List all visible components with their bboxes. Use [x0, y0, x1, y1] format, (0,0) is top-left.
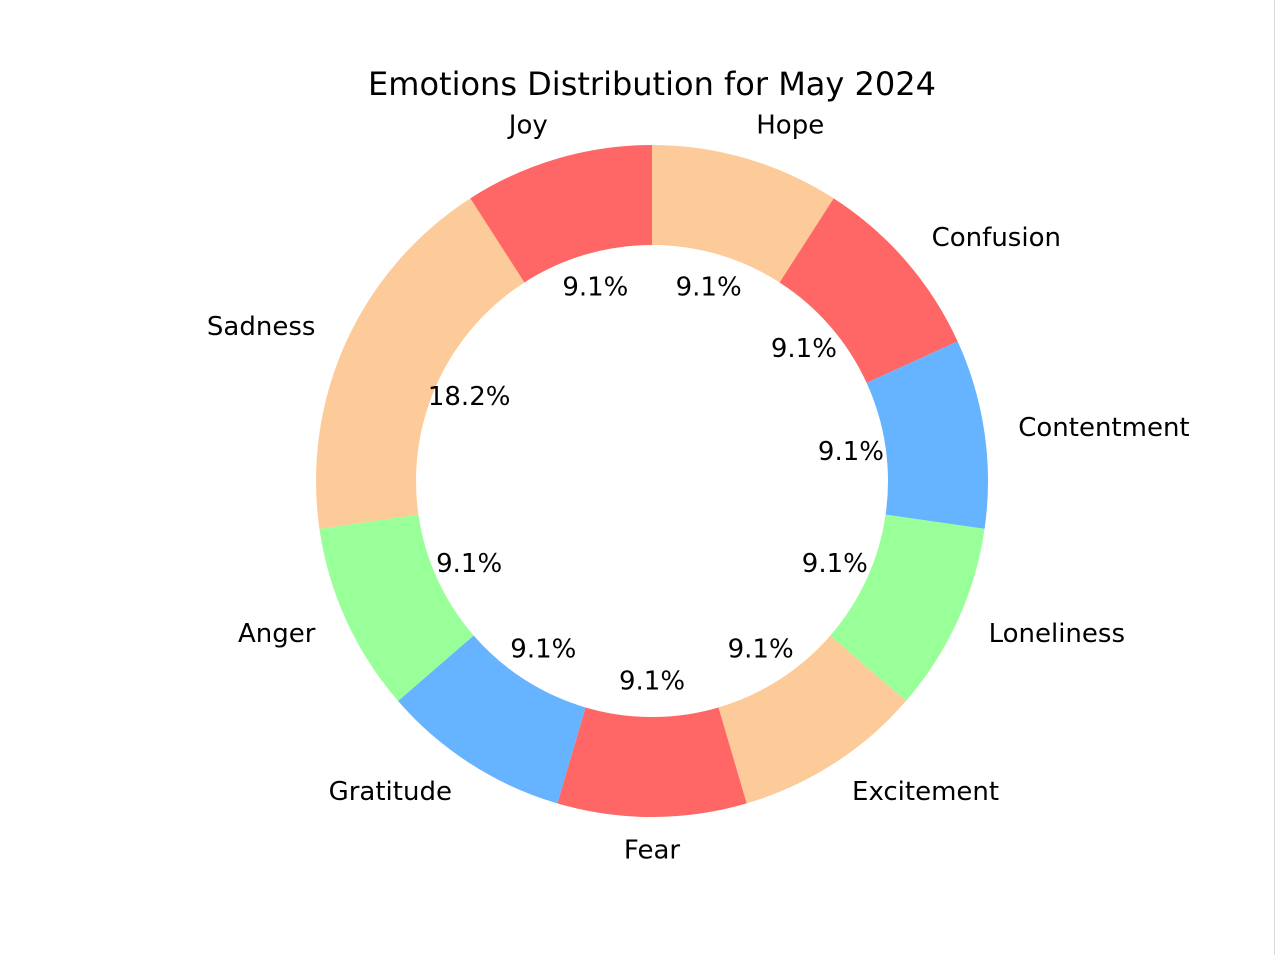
percent-label-contentment: 9.1%	[818, 437, 884, 467]
slice-fear	[557, 707, 747, 817]
percent-label-hope: 9.1%	[676, 273, 742, 303]
slice-label-contentment: Contentment	[1018, 413, 1189, 443]
slice-confusion	[779, 198, 958, 383]
slice-sadness	[316, 198, 525, 529]
chart-title: Emotions Distribution for May 2024	[368, 65, 936, 103]
slice-excitement	[718, 635, 906, 804]
slice-anger	[319, 514, 474, 702]
percent-label-joy: 9.1%	[562, 273, 628, 303]
percent-label-fear: 9.1%	[619, 667, 685, 697]
slice-loneliness	[830, 514, 985, 702]
edge-divider	[1274, 0, 1275, 955]
chart-labels: Hope 9.1% Confusion 9.1% Contentment 9.1% Lone…	[207, 110, 1190, 865]
slice-label-gratitude: Gratitude	[329, 777, 452, 807]
percent-label-loneliness: 9.1%	[802, 549, 868, 579]
slice-gratitude	[398, 635, 586, 804]
slice-label-fear: Fear	[624, 836, 680, 866]
slice-hope	[652, 145, 834, 283]
percent-label-sadness: 18.2%	[428, 382, 511, 412]
slice-label-hope: Hope	[756, 110, 824, 140]
slice-label-anger: Anger	[238, 619, 316, 649]
slice-contentment	[866, 341, 988, 529]
slice-label-sadness: Sadness	[207, 312, 316, 342]
percent-label-confusion: 9.1%	[771, 334, 837, 364]
percent-label-excitement: 9.1%	[728, 635, 794, 665]
slice-joy	[470, 145, 652, 283]
percent-label-anger: 9.1%	[436, 549, 502, 579]
chart-slices	[316, 145, 988, 817]
slice-label-loneliness: Loneliness	[989, 619, 1125, 649]
slice-label-confusion: Confusion	[932, 223, 1061, 253]
slice-label-excitement: Excitement	[852, 777, 999, 807]
slice-label-joy: Joy	[507, 110, 548, 140]
percent-label-gratitude: 9.1%	[510, 635, 576, 665]
